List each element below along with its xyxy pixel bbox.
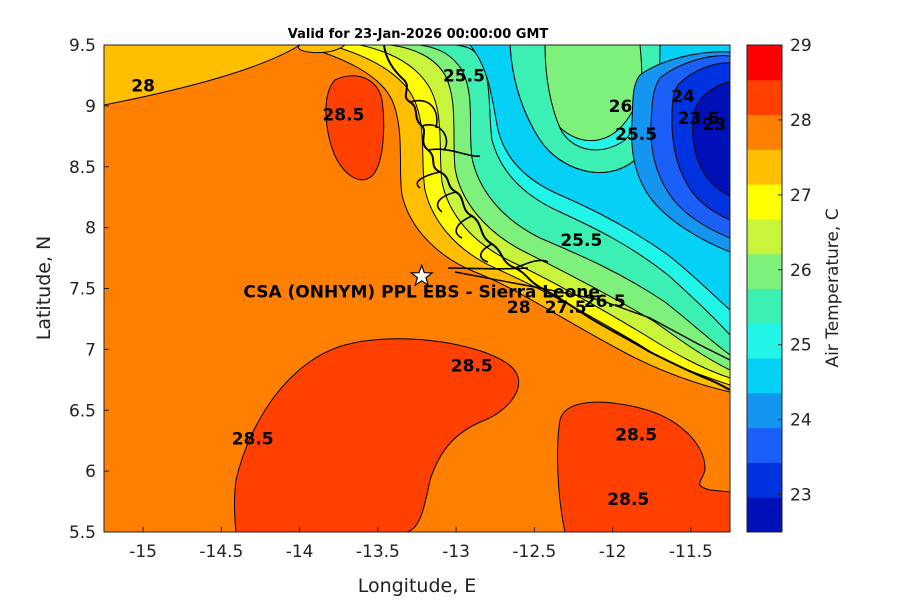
x-axis-ticks: -15 -14.5 -14 -13.5 -13 -12.5 -12 -11.5 [129,527,713,562]
coast-inner-line [454,271,730,361]
x-tick-label: -13.5 [356,542,400,562]
y-tick-label: 6.5 [69,401,96,421]
x-axis-label: Longitude, E [358,575,477,597]
colorbar [747,45,782,533]
colorbar-swatch [747,358,782,394]
y-tick-label: 7.5 [69,280,96,300]
colorbar-tick-label: 25 [790,336,812,356]
contour-label: 25.5 [560,231,602,251]
colorbar-tick-label: 28 [790,111,812,131]
x-tick-label: -13 [442,542,470,562]
contour-label: 28 [507,298,531,318]
y-tick-label: 6 [85,462,96,482]
figure-title: Valid for 23-Jan-2026 00:00:00 GMT [288,27,549,42]
colorbar-swatch [747,462,782,498]
contour-label: 28.5 [232,429,274,449]
estuary-lines [409,99,549,270]
contour-label: 28.5 [451,356,493,376]
y-axis-label: Latitude, N [33,236,55,341]
site-star-icon[interactable] [409,263,434,287]
contour-label: 23 [703,115,727,135]
contour-label: 28.5 [615,426,657,446]
temperature-field [104,45,730,532]
y-tick-label: 9 [85,97,96,117]
colorbar-tick-label: 26 [790,261,812,281]
field-28-5-north [325,75,385,181]
colorbar-swatch [747,184,782,220]
y-tick-label: 5.5 [69,523,96,543]
colorbar-swatch [747,79,782,116]
field-27-5-nw [104,45,301,106]
contour-label: 25.5 [615,125,657,145]
site-group: CSA (ONHYM) PPL EBS - Sierra Leone [243,263,600,302]
colorbar-tick-label: 29 [790,36,812,56]
colorbar-swatch [747,218,782,255]
contour-label: 27.5 [545,298,587,318]
x-tick-label: -12 [599,542,627,562]
x-tick-label: -11.5 [669,542,713,562]
contour-label: 24 [671,87,695,107]
colorbar-tick-label: 27 [790,186,812,206]
x-tick-label: -12.5 [512,542,556,562]
contour-label: 26 [609,97,633,117]
colorbar-tick-label: 24 [790,411,812,431]
site-label: CSA (ONHYM) PPL EBS - Sierra Leone [243,282,600,302]
x-tick-label: -15 [129,542,157,562]
x-tick-label: -14 [286,542,314,562]
y-tick-label: 8.5 [69,158,96,178]
contour-label: 23.5 [678,109,720,129]
colorbar-ticks: 23 24 25 26 27 28 29 [778,36,812,506]
colorbar-swatch [747,323,782,359]
colorbar-swatch [747,392,782,429]
colorbar-swatch [747,45,782,81]
field-28-5-south [234,338,520,532]
colorbar-swatch [747,149,782,185]
contour-label: 28.5 [607,490,649,510]
colorbar-swatch [747,288,782,324]
y-tick-label: 7 [85,340,96,360]
y-tick-label: 8 [85,219,96,239]
contour-label: 28.5 [322,105,364,125]
contour-label: 26.5 [584,292,626,312]
y-tick-label: 9.5 [69,36,96,56]
colorbar-swatch [747,497,782,533]
colorbar-swatch [747,114,782,150]
colorbar-tick-label: 23 [790,486,812,506]
contour-label: 25.5 [443,67,485,87]
field-28-5-se [557,401,730,532]
colorbar-frame [746,44,783,533]
colorbar-swatch [747,253,782,289]
x-tick-label: -14.5 [199,542,243,562]
contour-label: 28 [131,76,155,96]
colorbar-label: Air Temperature, C [823,208,843,367]
y-axis-ticks: 5.5 6 6.5 7 7.5 8 8.5 9 9.5 [69,36,109,543]
coastline [383,45,730,391]
colorbar-swatch [747,427,782,463]
field-22-5 [692,81,730,197]
